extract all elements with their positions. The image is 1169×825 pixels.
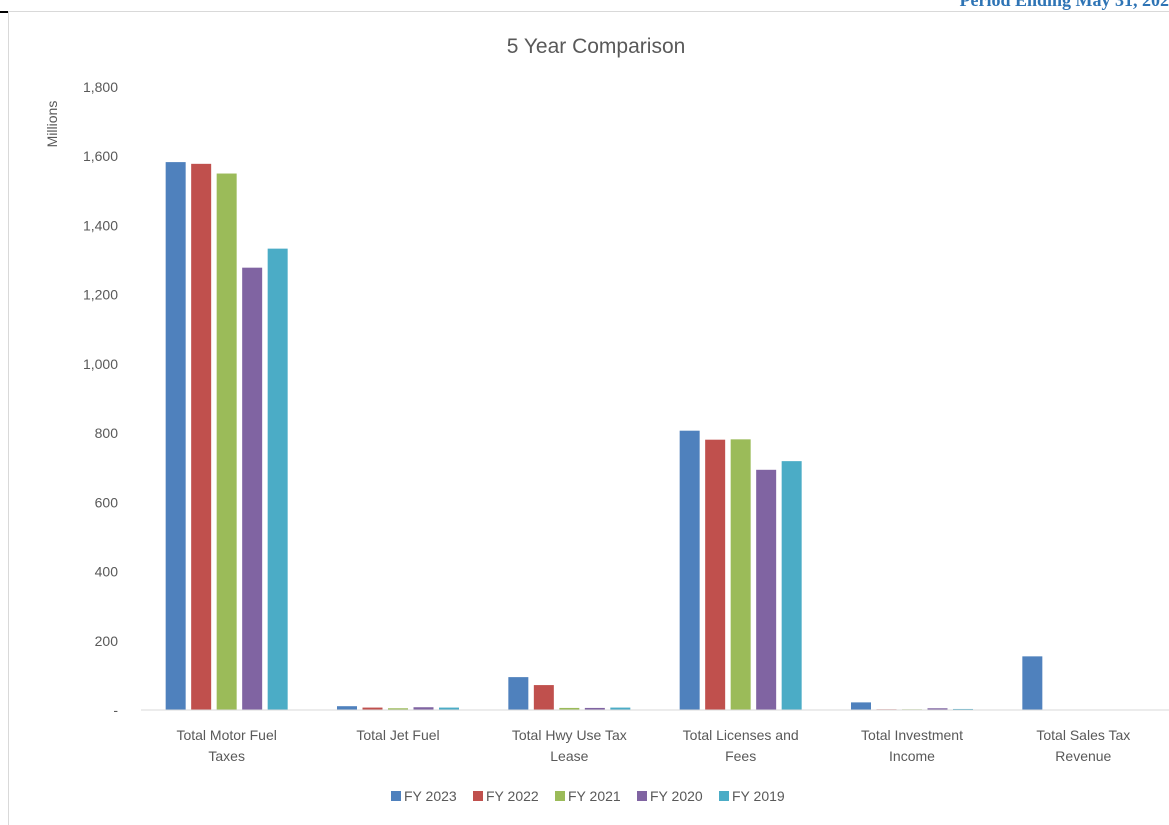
bar [781,461,802,710]
bar [584,707,605,710]
bar [559,707,580,710]
legend-label: FY 2022 [486,788,539,804]
bar [191,163,212,710]
x-tick-label: Total Licenses and [683,727,799,743]
x-axis-labels: Total Motor Fuel Taxes Total Jet Fuel Total… [176,727,1130,764]
legend-label: FY 2019 [732,788,785,804]
y-axis-ticks: - 200 400 600 800 1,000 1,200 1,400 1,600 1,800 [83,79,118,718]
x-tick-label: Income [889,748,935,764]
bar [508,677,529,710]
bar [362,707,383,710]
bar [165,162,186,711]
x-tick-label: Total Investment [861,727,963,743]
y-tick-label: 1,000 [83,356,118,372]
bar [1022,656,1043,710]
bar [216,173,237,710]
bars-group [165,162,1043,711]
y-tick-label: 1,800 [83,79,118,95]
x-tick-label: Taxes [208,748,245,764]
y-tick-label: - [113,702,118,718]
x-tick-label: Revenue [1055,748,1111,764]
x-tick-label: Total Motor Fuel [176,727,276,743]
bar [337,706,357,710]
bar [610,707,631,710]
bar [439,707,459,710]
bar [851,702,871,710]
y-axis-title: Millions [44,101,60,148]
bar [953,708,973,710]
y-tick-label: 1,600 [83,148,118,164]
legend-swatch [473,791,483,801]
bar [756,469,777,710]
x-tick-label: Total Hwy Use Tax [512,727,627,743]
legend-label: FY 2023 [404,788,457,804]
bar [242,267,263,710]
x-tick-label: Total Jet Fuel [356,727,439,743]
bar [730,439,751,710]
bar [679,430,700,710]
y-tick-label: 400 [95,564,119,580]
bar [705,439,726,710]
x-tick-label: Total Sales Tax [1036,727,1130,743]
legend-label: FY 2021 [568,788,621,804]
page-header-period: Period Ending May 31, 202 [959,0,1169,10]
legend-label: FY 2020 [650,788,703,804]
legend-swatch [555,791,565,801]
y-tick-label: 1,200 [83,287,118,303]
bar [533,685,554,710]
legend: FY 2023 FY 2022 FY 2021 FY 2020 FY 2019 [391,788,785,804]
x-tick-label: Lease [550,748,588,764]
legend-swatch [391,791,401,801]
legend-swatch [719,791,729,801]
bar [927,708,948,710]
x-tick-label: Fees [725,748,756,764]
frame-corner-mark [0,11,8,13]
bar [388,708,408,710]
legend-swatch [637,791,647,801]
bar [267,248,288,710]
frame-top-border [0,11,1169,12]
y-tick-label: 1,400 [83,217,118,233]
bar [413,707,434,710]
frame-left-border [8,11,9,825]
y-tick-label: 200 [95,633,119,649]
chart-title: 5 Year Comparison [507,35,686,58]
y-tick-label: 800 [95,425,119,441]
y-tick-label: 600 [95,494,119,510]
